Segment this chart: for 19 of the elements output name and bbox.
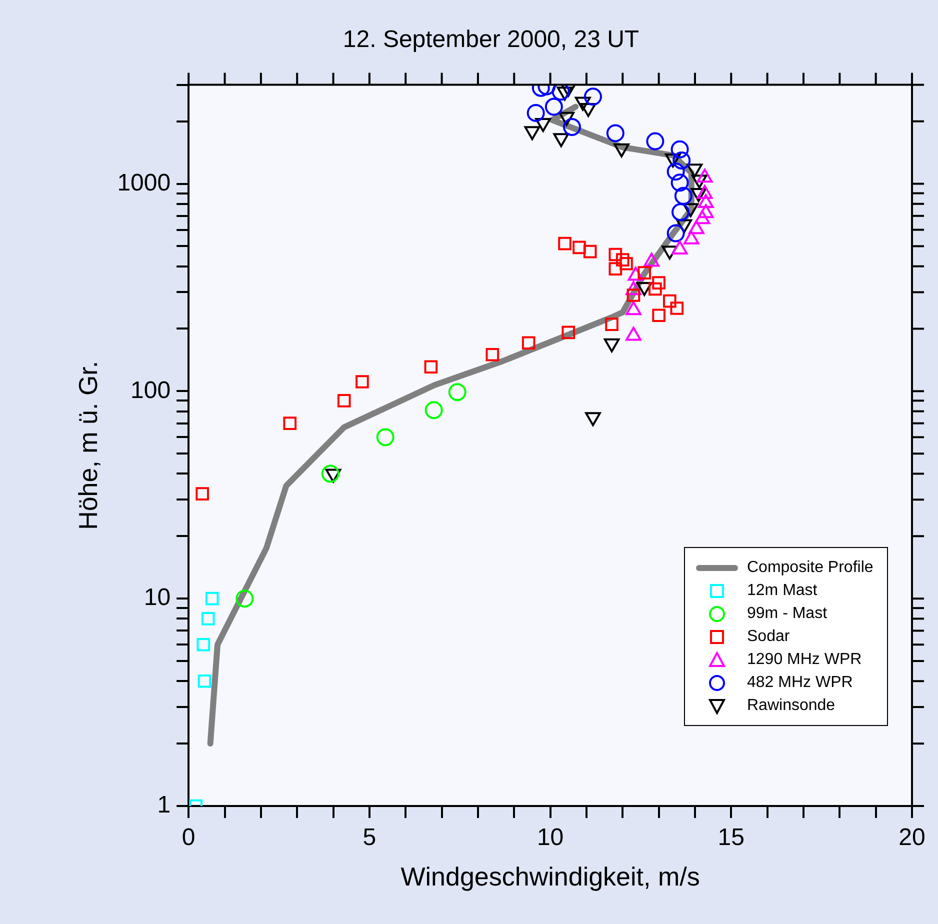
y-tick-label: 100 <box>130 376 171 404</box>
x-tick-label: 5 <box>362 824 376 852</box>
legend-label: 99m - Mast <box>747 604 828 622</box>
x-tick-label: 0 <box>182 824 196 852</box>
x-tick-label: 20 <box>898 824 926 852</box>
y-tick-label: 10 <box>144 584 171 612</box>
legend-label: Rawinsonde <box>747 696 836 714</box>
legend-label: 12m Mast <box>747 582 818 600</box>
legend-label: Sodar <box>747 628 790 646</box>
y-tick-label: 1 <box>157 792 171 819</box>
legend-label: 1290 MHz WPR <box>747 650 862 668</box>
chart-title: 12. September 2000, 23 UT <box>342 26 640 54</box>
legend-label: Composite Profile <box>747 558 874 576</box>
x-tick-label: 15 <box>718 824 744 852</box>
y-tick-label: 1000 <box>117 169 171 196</box>
x-tick-label: 10 <box>536 824 564 852</box>
legend-label: 482 MHz WPR <box>747 674 853 692</box>
y-axis-title: Höhe, m ü. Gr. <box>72 360 103 530</box>
x-axis-title: Windgeschwindigkeit, m/s <box>400 862 700 892</box>
